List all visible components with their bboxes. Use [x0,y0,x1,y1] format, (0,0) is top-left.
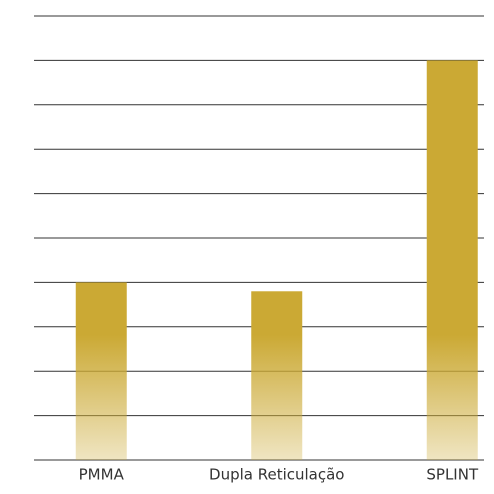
bar [251,291,303,460]
x-tick-label: PMMA [79,466,125,484]
x-tick-label: SPLINT [426,466,479,484]
bar [426,60,478,461]
bar [75,282,127,460]
x-tick-label: Dupla Reticulação [209,466,344,484]
